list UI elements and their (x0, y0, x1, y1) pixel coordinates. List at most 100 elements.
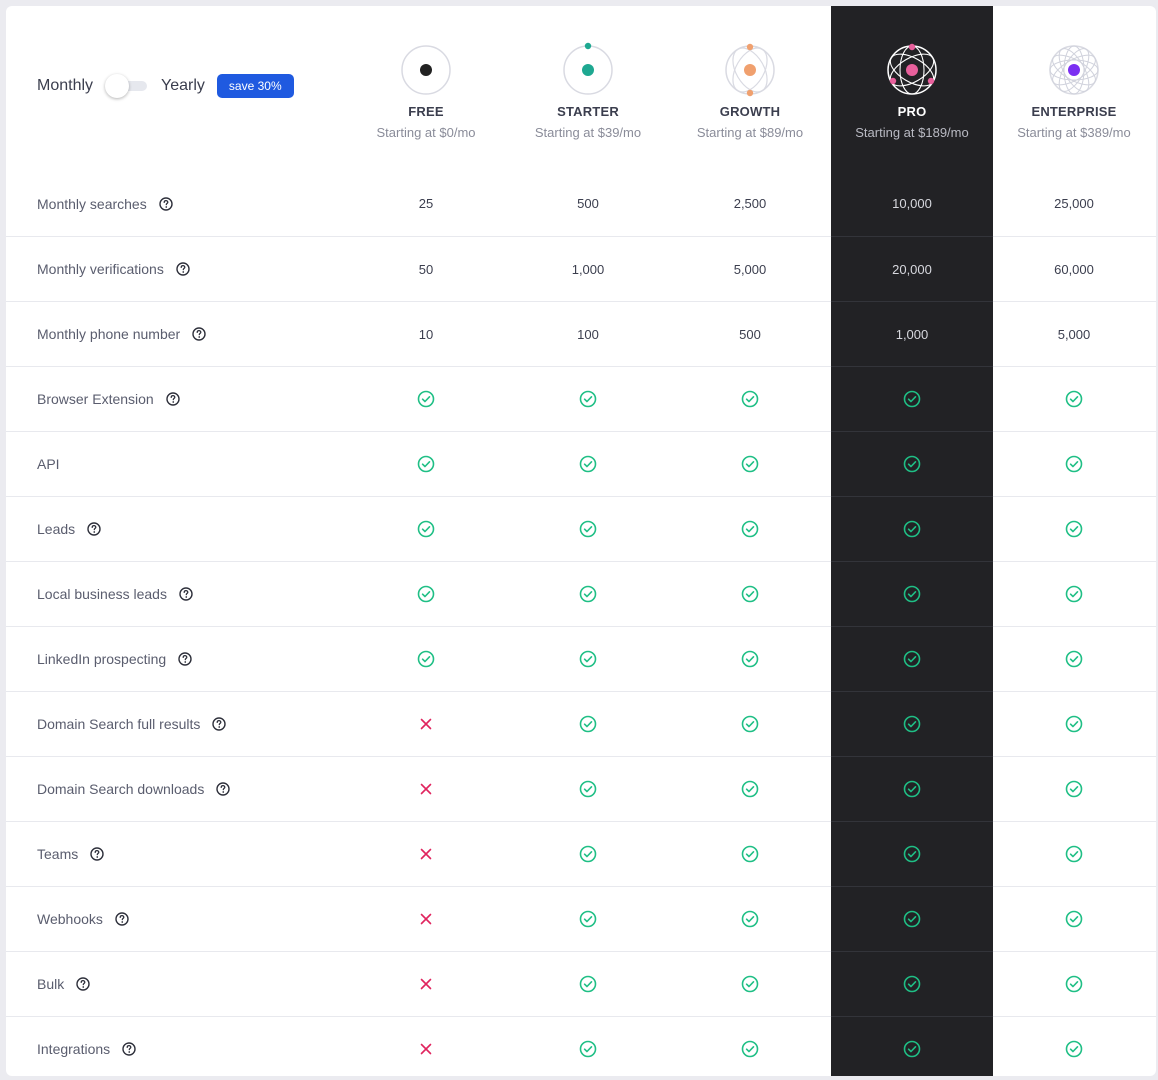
toggle-knob[interactable] (105, 74, 130, 98)
help-icon[interactable] (87, 522, 101, 536)
check-icon (993, 692, 1155, 756)
feature-value: 50 (418, 261, 434, 277)
plan-header-enterprise: ENTERPRISE Starting at $389/mo (993, 42, 1155, 140)
help-icon[interactable] (122, 1042, 136, 1056)
feature-label-cell: Teams (37, 822, 104, 886)
feature-label: Monthly searches (37, 195, 147, 212)
yearly-label[interactable]: Yearly (161, 77, 205, 94)
plan-name: GROWTH (719, 104, 781, 119)
feature-row: Domain Search full results (6, 691, 1156, 756)
check-icon (831, 367, 993, 431)
feature-label-cell: Bulk (37, 952, 90, 1016)
feature-value: 5,000 (733, 261, 767, 277)
feature-label: Webhooks (37, 911, 103, 927)
check-icon (669, 432, 831, 496)
help-icon[interactable] (90, 847, 104, 861)
feature-label: Monthly phone number (37, 326, 181, 342)
check-icon (831, 952, 993, 1016)
plan-name: STARTER (557, 104, 619, 119)
monthly-label[interactable]: Monthly (37, 77, 94, 94)
check-icon (831, 692, 993, 756)
plan-name: FREE (408, 104, 444, 119)
check-icon (669, 497, 831, 561)
feature-label-cell: API (37, 432, 60, 496)
check-icon (993, 822, 1155, 886)
check-icon (669, 692, 831, 756)
feature-label: Bulk (37, 976, 65, 992)
feature-label: Browser Extension (37, 391, 154, 407)
help-icon[interactable] (166, 392, 180, 406)
save-badge: save 30% (216, 74, 294, 98)
plan-price: Starting at $89/mo (696, 125, 804, 140)
help-icon[interactable] (115, 912, 129, 926)
feature-label: API (37, 456, 60, 472)
feature-row: Monthly verifications 50 1,000 5,000 20,000… (6, 236, 1156, 301)
check-icon (831, 1017, 993, 1076)
pro-plan-icon (887, 43, 937, 95)
help-icon[interactable] (176, 262, 190, 276)
check-icon (831, 562, 993, 626)
help-icon[interactable] (212, 717, 227, 731)
check-icon (669, 952, 831, 1016)
check-icon (993, 627, 1155, 691)
help-icon[interactable] (178, 652, 192, 666)
feature-row: LinkedIn prospecting (6, 626, 1156, 691)
check-icon (669, 822, 831, 886)
table-header: Monthly Yearly save 30% FREE Starting at … (6, 6, 1156, 171)
feature-label-cell: Webhooks (37, 887, 129, 951)
check-icon (345, 432, 507, 496)
pricing-comparison-table: Monthly Yearly save 30% FREE Starting at … (6, 6, 1156, 1076)
enterprise-plan-icon (1049, 45, 1099, 95)
help-icon[interactable] (76, 977, 90, 991)
feature-value: 1,000 (571, 261, 605, 277)
feature-label-cell: Monthly phone number (37, 302, 206, 366)
check-icon (507, 497, 669, 561)
feature-row: Monthly searches 25 500 2,500 10,000 25,000 (6, 171, 1156, 236)
check-icon (507, 1017, 669, 1076)
feature-label-cell: LinkedIn prospecting (37, 627, 192, 691)
feature-label: Domain Search downloads (37, 781, 205, 797)
feature-row: Domain Search downloads (6, 756, 1156, 821)
plan-header-growth: GROWTH Starting at $89/mo (669, 42, 831, 140)
feature-label-cell: Domain Search downloads (37, 757, 231, 821)
row-divider (831, 236, 993, 237)
feature-label-cell: Domain Search full results (37, 692, 227, 756)
feature-label-cell: Local business leads (37, 562, 193, 626)
cross-icon (345, 887, 507, 951)
feature-value: 500 (577, 196, 599, 211)
feature-row: API (6, 431, 1156, 496)
plan-header-pro: PRO Starting at $189/mo (831, 42, 993, 140)
billing-toggle[interactable] (105, 74, 149, 98)
row-divider (831, 821, 993, 822)
billing-period-switch: Monthly Yearly save 30% (37, 72, 294, 100)
growth-plan-icon (725, 43, 775, 97)
row-divider (831, 301, 993, 302)
feature-value: 100 (577, 326, 599, 342)
check-icon (507, 692, 669, 756)
help-icon[interactable] (159, 196, 173, 211)
check-icon (669, 1017, 831, 1076)
help-icon[interactable] (216, 782, 231, 796)
cross-icon (345, 952, 507, 1016)
starter-plan-icon (563, 42, 613, 95)
feature-row: Monthly phone number 10 100 500 1,000 5,000 (6, 301, 1156, 366)
feature-value: 60,000 (1054, 261, 1094, 277)
feature-row: Webhooks (6, 886, 1156, 951)
check-icon (507, 887, 669, 951)
row-divider (831, 561, 993, 562)
help-icon[interactable] (179, 587, 193, 601)
check-icon (507, 627, 669, 691)
cross-icon (345, 1017, 507, 1076)
feature-value: 10 (418, 326, 434, 342)
row-divider (831, 496, 993, 497)
help-icon[interactable] (192, 327, 206, 341)
check-icon (831, 757, 993, 821)
feature-label-cell: Monthly verifications (37, 237, 190, 301)
plan-header-starter: STARTER Starting at $39/mo (507, 42, 669, 140)
feature-label: Domain Search full results (37, 716, 201, 732)
pro-column-highlight (831, 6, 993, 1076)
plan-name: ENTERPRISE (1031, 104, 1117, 119)
check-icon (831, 627, 993, 691)
feature-row: Integrations (6, 1016, 1156, 1076)
check-icon (993, 562, 1155, 626)
